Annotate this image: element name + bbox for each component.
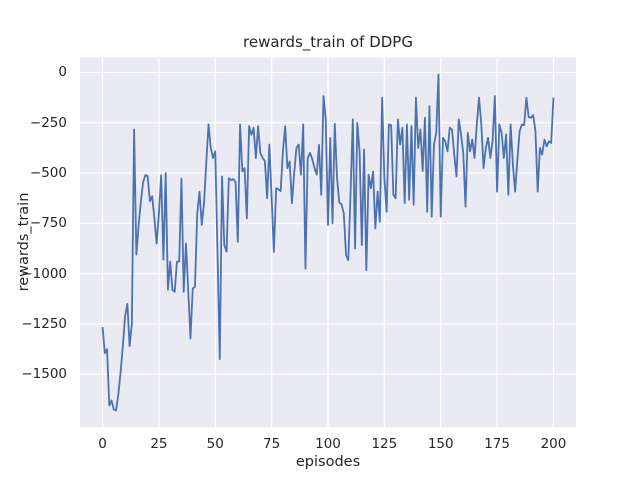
x-tick-label: 150 (427, 436, 454, 452)
x-tick-label: 50 (206, 436, 224, 452)
x-tick-label: 125 (371, 436, 398, 452)
reward-line-series (101, 73, 555, 412)
x-tick-label: 25 (150, 436, 168, 452)
y-tick-label: 0 (58, 64, 67, 81)
y-tick-label: −250 (29, 114, 67, 131)
x-tick-label: 200 (540, 436, 567, 452)
y-tick-label: −750 (29, 215, 67, 232)
y-tick-label: −1250 (21, 315, 67, 332)
x-tick-label: 175 (484, 436, 510, 452)
x-axis-label: episodes (295, 454, 361, 470)
y-tick-label: −1500 (21, 366, 67, 383)
x-tick-label: 100 (315, 436, 341, 452)
x-tick-label: 0 (98, 436, 107, 452)
y-tick-label: −1000 (21, 265, 67, 282)
y-tick-label: −500 (29, 165, 67, 182)
y-axis-label: rewards_train (16, 192, 32, 292)
x-tick-label: 75 (263, 436, 281, 452)
chart-title: rewards_train of DDPG (243, 33, 413, 51)
